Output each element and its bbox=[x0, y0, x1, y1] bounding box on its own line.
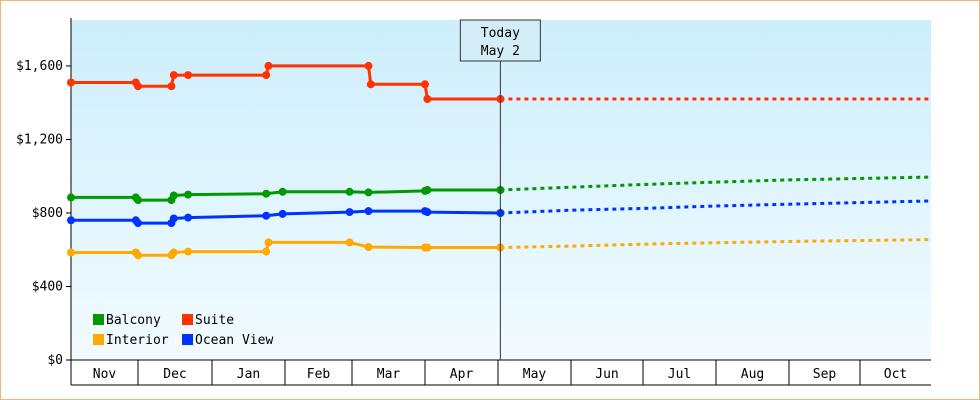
x-tick-label: Dec bbox=[163, 367, 186, 382]
data-point bbox=[184, 213, 193, 222]
data-point bbox=[167, 82, 176, 91]
data-point bbox=[423, 95, 432, 103]
data-point bbox=[184, 247, 193, 256]
data-point bbox=[184, 71, 193, 80]
data-point bbox=[264, 61, 273, 70]
data-point bbox=[345, 238, 354, 247]
data-point bbox=[345, 187, 354, 196]
y-tick-label: $400 bbox=[32, 279, 63, 294]
today-label: Today bbox=[481, 26, 520, 41]
x-tick-label: Apr bbox=[450, 367, 474, 382]
data-point bbox=[67, 248, 75, 257]
x-tick-label: Oct bbox=[884, 367, 907, 382]
x-tick-label: Sep bbox=[813, 367, 837, 382]
legend-label: Ocean View bbox=[195, 333, 273, 348]
data-point bbox=[423, 186, 432, 194]
data-point bbox=[364, 207, 373, 216]
legend-swatch bbox=[182, 314, 193, 325]
y-axis: $0 $400 $800 $1,200 $1,600 bbox=[16, 18, 72, 368]
series-balcony bbox=[67, 175, 929, 205]
legend-label: Interior bbox=[106, 333, 169, 348]
today-date-label: May 2 bbox=[481, 44, 520, 59]
series-forecast-line bbox=[500, 238, 929, 249]
data-point bbox=[262, 189, 271, 198]
data-point bbox=[278, 187, 287, 196]
series-ocean-view bbox=[67, 199, 929, 228]
data-point bbox=[423, 243, 432, 252]
data-point bbox=[134, 219, 142, 228]
legend-label: Balcony bbox=[106, 313, 161, 328]
series-suite bbox=[67, 61, 929, 103]
data-point bbox=[262, 247, 271, 256]
x-tick-label: Aug bbox=[741, 367, 764, 382]
y-tick-label: $1,600 bbox=[16, 59, 63, 74]
data-point bbox=[67, 216, 75, 225]
data-point bbox=[423, 208, 432, 217]
legend: Balcony Suite Interior Ocean View bbox=[93, 313, 273, 348]
legend-item-balcony: Balcony bbox=[93, 313, 161, 328]
y-tick-label: $800 bbox=[32, 206, 63, 221]
data-point bbox=[169, 214, 178, 223]
x-tick-label: Jun bbox=[595, 367, 618, 382]
data-point bbox=[67, 78, 75, 87]
legend-swatch bbox=[93, 334, 104, 345]
data-point bbox=[278, 209, 287, 218]
data-point bbox=[67, 193, 75, 202]
data-point bbox=[169, 191, 178, 200]
x-tick-label: Jan bbox=[237, 367, 260, 382]
series-forecast-line bbox=[500, 175, 929, 192]
x-tick-label: May bbox=[523, 367, 547, 382]
legend-label: Suite bbox=[195, 313, 234, 328]
x-tick-label: Nov bbox=[93, 367, 117, 382]
x-tick-label: Jul bbox=[668, 367, 691, 382]
today-box bbox=[459, 19, 541, 62]
data-point bbox=[262, 71, 271, 80]
legend-item-ocean-view: Ocean View bbox=[182, 333, 273, 348]
y-tick-label: $0 bbox=[47, 353, 63, 368]
data-point bbox=[345, 208, 354, 217]
y-tick-label: $1,200 bbox=[16, 132, 63, 147]
legend-swatch bbox=[182, 334, 193, 345]
data-point bbox=[134, 82, 142, 91]
legend-item-suite: Suite bbox=[182, 313, 234, 328]
data-point bbox=[364, 188, 373, 197]
data-point bbox=[169, 71, 178, 80]
legend-item-interior: Interior bbox=[93, 333, 169, 348]
data-point bbox=[134, 251, 142, 260]
data-point bbox=[364, 243, 373, 251]
data-point bbox=[184, 190, 193, 199]
data-point bbox=[421, 80, 429, 89]
data-point bbox=[264, 238, 273, 247]
data-point bbox=[169, 248, 178, 257]
data-point bbox=[262, 211, 271, 220]
x-tick-label: Mar bbox=[377, 367, 401, 382]
x-tick-label: Feb bbox=[307, 367, 331, 382]
data-point bbox=[366, 80, 375, 89]
x-axis: Nov Dec Jan Feb Mar Apr May Jun Jul Aug Sep Oct bbox=[70, 359, 931, 386]
legend-swatch bbox=[93, 314, 104, 325]
data-point bbox=[134, 196, 142, 205]
today-marker: Today May 2 bbox=[459, 19, 541, 360]
series-forecast-line bbox=[500, 199, 929, 215]
data-point bbox=[364, 61, 373, 70]
